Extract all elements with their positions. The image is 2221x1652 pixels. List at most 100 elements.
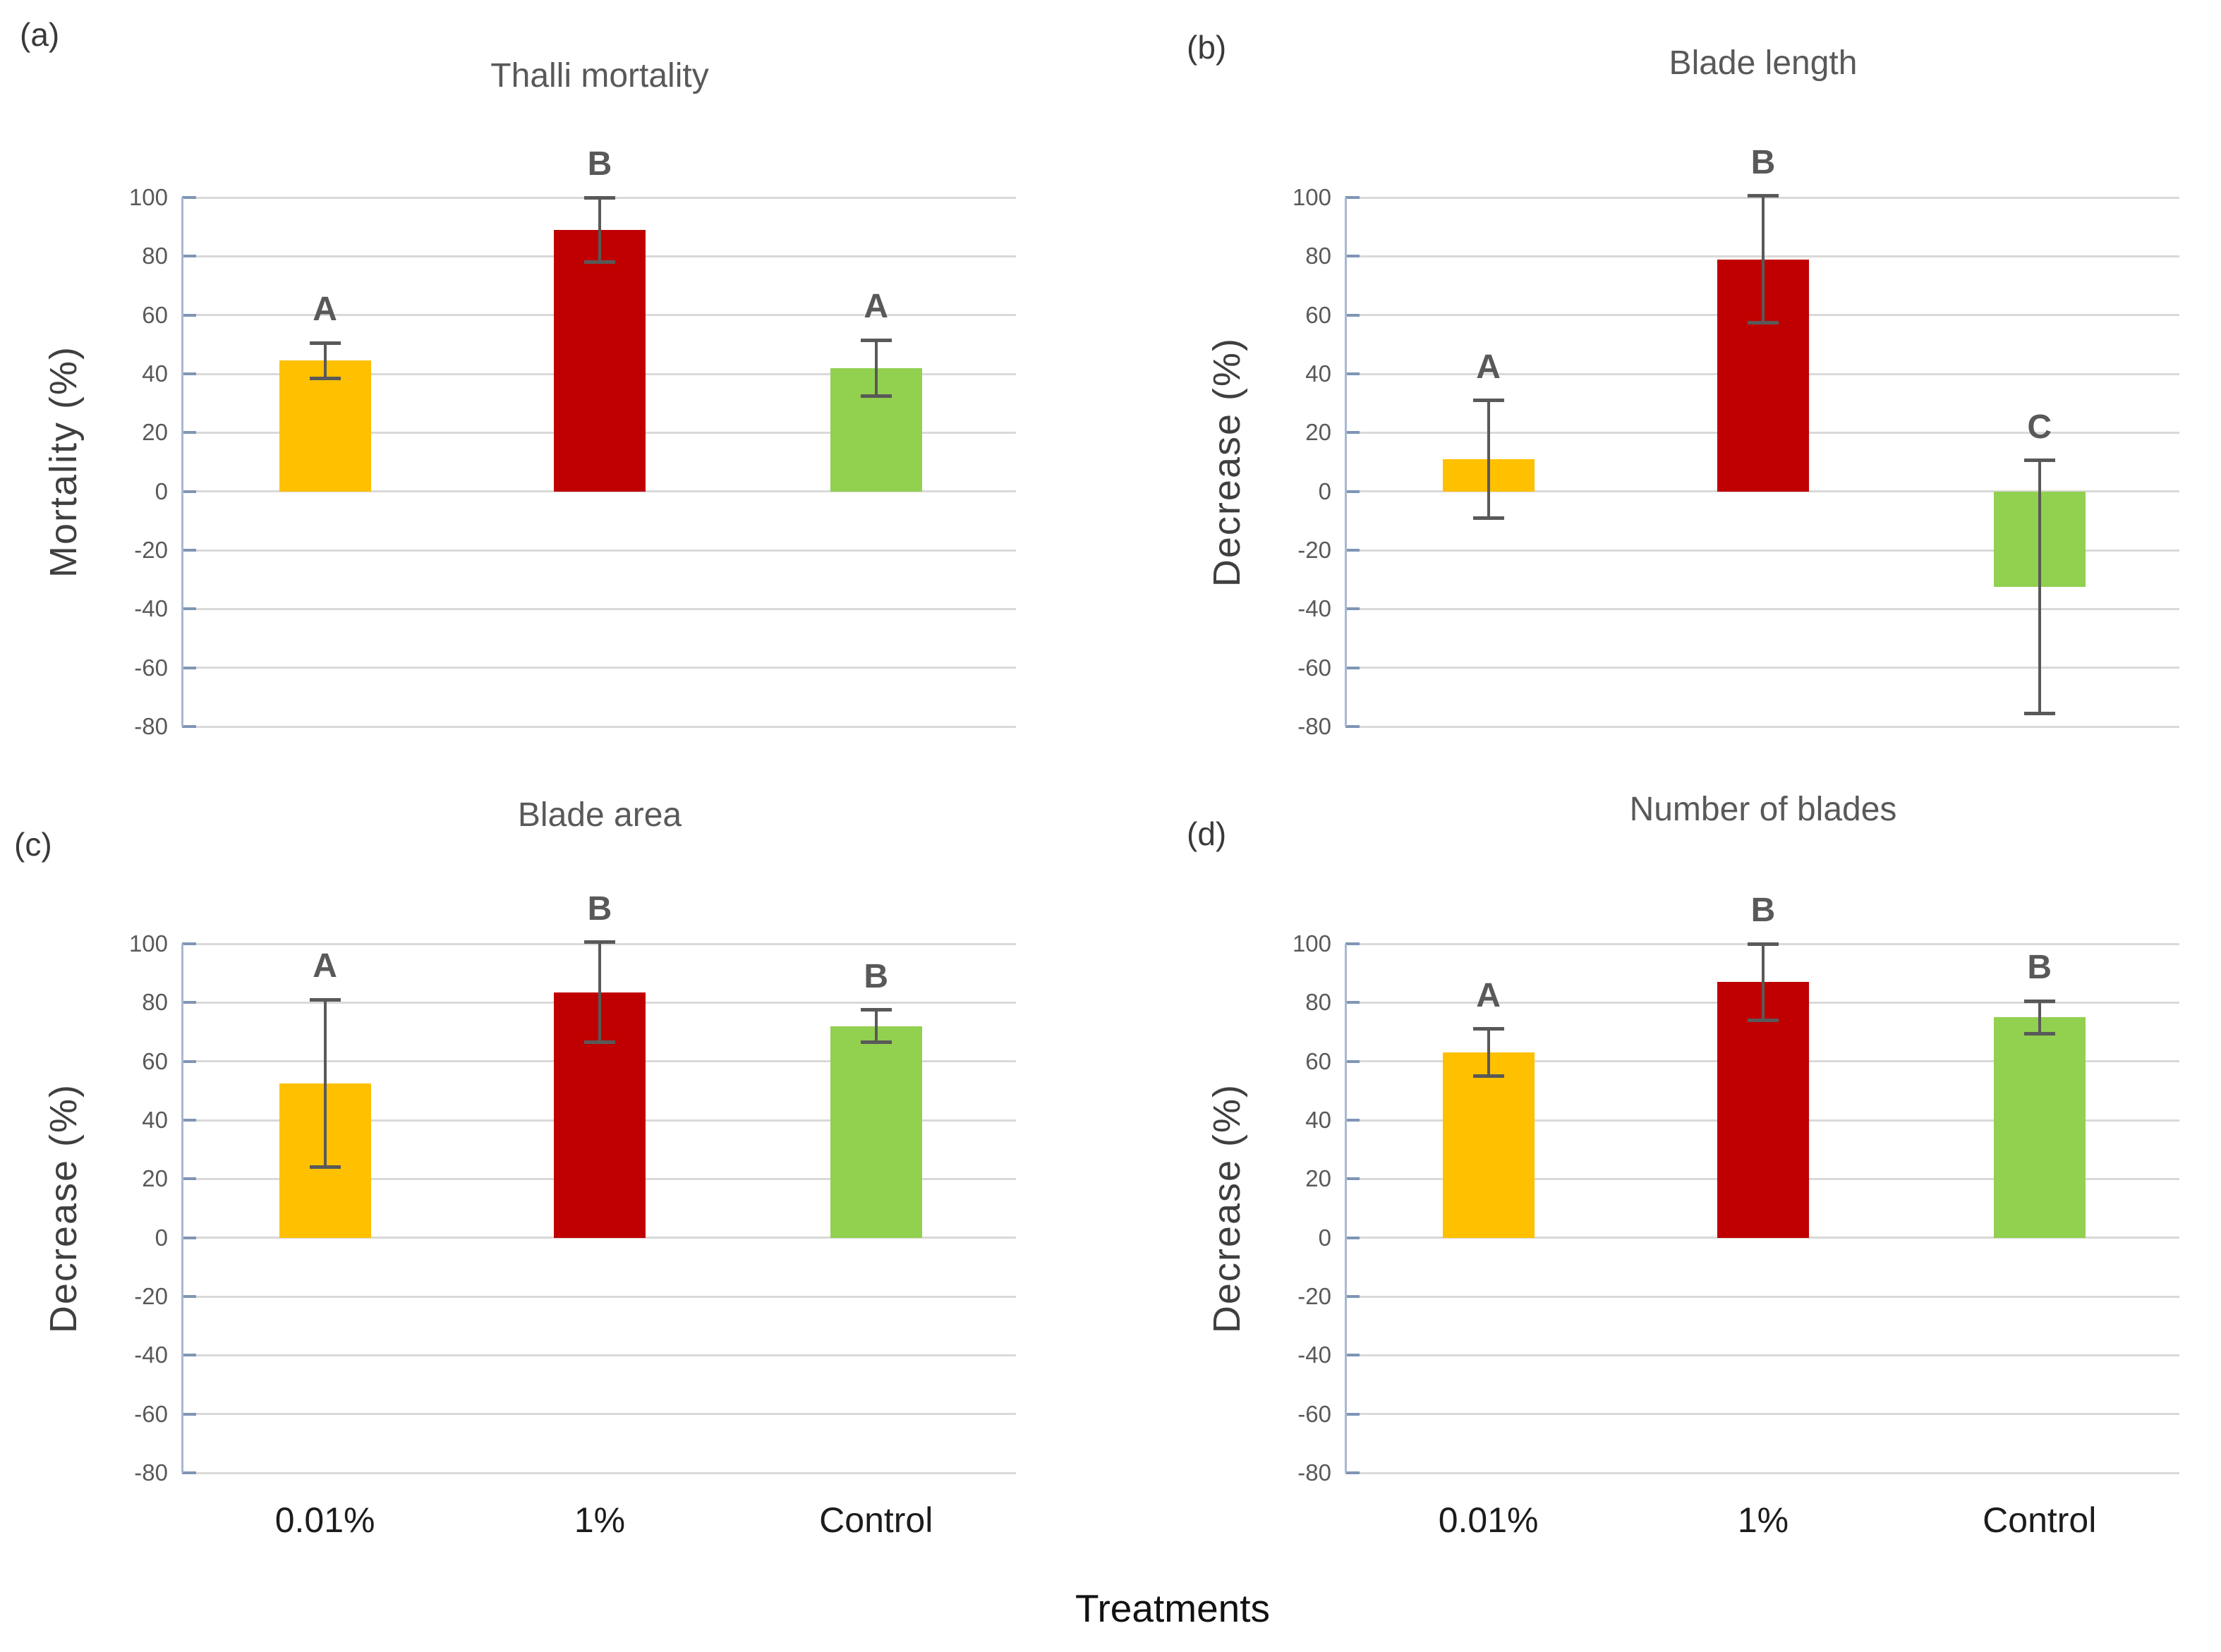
gridline <box>183 1295 1016 1298</box>
axis-tick <box>1345 1471 1360 1474</box>
axis-tick <box>182 196 196 199</box>
significance-letter: A <box>1476 348 1501 386</box>
panel-label-b: (b) <box>1187 29 1227 66</box>
error-bar-cap <box>2023 711 2055 715</box>
error-bar-line <box>1487 400 1490 518</box>
axis-tick <box>182 1119 196 1122</box>
gridline <box>1347 667 2179 669</box>
y-tick-label: 20 <box>1305 1165 1331 1192</box>
gridline <box>183 549 1016 552</box>
y-axis-line <box>181 198 183 727</box>
error-bar-cap <box>860 394 892 398</box>
y-axis-title-a: Mortality (%) <box>42 346 85 578</box>
y-tick-label: 40 <box>142 360 168 387</box>
gridline <box>183 1413 1016 1416</box>
chart-title-b: Blade length <box>1669 44 1858 82</box>
x-tick-label: Control <box>819 1500 933 1540</box>
gridline <box>183 1354 1016 1356</box>
error-bar-cap <box>1748 1018 1779 1022</box>
y-axis-title-box-d: Decrease (%) <box>1185 944 1269 1473</box>
error-bar-line <box>2038 1001 2041 1034</box>
chart-title-c: Blade area <box>517 796 682 834</box>
bar <box>554 229 646 492</box>
x-tick-label: 0.01% <box>1438 1500 1539 1540</box>
y-tick-label: -40 <box>1297 595 1331 622</box>
y-tick-label: 0 <box>1318 1224 1331 1251</box>
y-tick-label: 80 <box>1305 243 1331 269</box>
y-tick-label: -20 <box>134 1283 168 1309</box>
y-axis-line <box>1345 944 1347 1473</box>
y-tick-label: -60 <box>1297 1400 1331 1427</box>
error-bar-cap <box>584 260 615 265</box>
error-bar-cap <box>1748 194 1779 198</box>
axis-tick <box>1345 1001 1360 1004</box>
axis-tick <box>1345 1236 1360 1239</box>
chart-title-a: Thalli mortality <box>490 57 709 95</box>
axis-tick <box>182 1412 196 1416</box>
axis-tick <box>182 725 196 728</box>
y-tick-label: 20 <box>1305 419 1331 446</box>
error-bar-line <box>1487 1028 1490 1076</box>
panel-label-d: (d) <box>1187 815 1227 852</box>
y-axis-title-box-b: Decrease (%) <box>1185 198 1269 727</box>
error-bar-line <box>598 198 601 262</box>
axis-tick <box>182 1177 196 1181</box>
plot-area-b: 100 80 60 40 20 0 -20 -40 -60 -80 A B C <box>1293 144 2179 739</box>
axis-tick <box>182 1001 196 1004</box>
y-tick-label: -80 <box>134 1459 168 1486</box>
axis-tick <box>1345 431 1360 435</box>
y-tick-label: -20 <box>1297 1283 1331 1309</box>
error-bar-line <box>598 942 601 1043</box>
axis-tick <box>1345 607 1360 611</box>
significance-letter: A <box>864 288 889 326</box>
gridline <box>183 607 1016 610</box>
y-tick-label: 100 <box>1292 930 1331 956</box>
axis-tick <box>1345 1295 1360 1298</box>
axis-tick <box>1345 1177 1360 1181</box>
y-tick-label: 40 <box>1305 360 1331 387</box>
error-bar-line <box>1762 195 1765 323</box>
gridline <box>1347 490 2179 493</box>
y-axis-title-d: Decrease (%) <box>1206 1083 1248 1334</box>
axis-tick <box>1345 1412 1360 1416</box>
y-axis-title-box-a: Mortality (%) <box>21 198 106 727</box>
y-tick-label: -20 <box>1297 537 1331 563</box>
gridline <box>183 490 1016 493</box>
error-bar-cap <box>1472 1027 1504 1031</box>
y-tick-label: 20 <box>142 1165 168 1192</box>
significance-letter: A <box>313 947 337 985</box>
axis-tick <box>1345 1354 1360 1357</box>
error-bar-cap <box>2023 458 2055 463</box>
axis-tick <box>182 431 196 435</box>
error-bar-line <box>2038 460 2041 714</box>
axis-tick <box>182 942 196 945</box>
x-tick-label: 0.01% <box>274 1500 375 1540</box>
y-tick-label: -60 <box>1297 654 1331 681</box>
gridline <box>183 725 1016 728</box>
axis-tick <box>1345 313 1360 317</box>
x-axis-title: Treatments <box>1075 1586 1271 1630</box>
gridline <box>1347 725 2179 728</box>
axis-tick <box>1345 196 1360 199</box>
y-axis-title-b: Decrease (%) <box>1206 336 1248 588</box>
significance-letter: A <box>1476 976 1501 1014</box>
bar <box>1993 1017 2086 1238</box>
error-bar-cap <box>584 1040 615 1045</box>
axis-tick <box>1345 372 1360 375</box>
panel-c: (c) Blade area Decrease (%) 100 80 60 40 20 0… <box>0 776 1110 1652</box>
y-axis-title-c: Decrease (%) <box>42 1083 85 1334</box>
bar <box>279 360 371 492</box>
gridline <box>1347 1295 2179 1298</box>
y-tick-label: -40 <box>134 1342 168 1368</box>
y-axis-line <box>1345 198 1347 727</box>
y-tick-label: 80 <box>142 989 168 1016</box>
significance-letter: B <box>587 145 612 183</box>
y-tick-label: 80 <box>1305 989 1331 1016</box>
significance-letter: A <box>313 291 337 329</box>
y-tick-label: 40 <box>1305 1107 1331 1133</box>
axis-tick <box>1345 1119 1360 1122</box>
gridline <box>183 1237 1016 1239</box>
axis-tick <box>182 1236 196 1239</box>
gridline <box>1347 607 2179 610</box>
y-tick-label: 0 <box>155 478 168 504</box>
